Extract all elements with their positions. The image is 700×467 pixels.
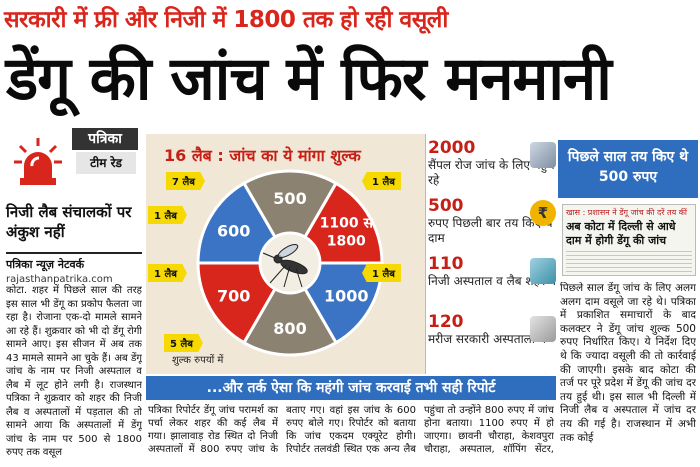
old-news-clipping: खास : प्रशासन ने डेंगू जांच की दरें तय क… <box>562 204 696 276</box>
siren-icon <box>14 138 62 185</box>
wheel-fee-label: 700 <box>217 287 250 306</box>
brand-label: पत्रिका <box>72 128 138 150</box>
fact-item: 110 निजी अस्पताल व लैब शहर में <box>428 254 556 312</box>
fact-item: 120 मरीज सरकारी अस्पतालों में <box>428 312 556 370</box>
kicker-headline: सरकारी में फ्री और निजी में 1800 तक हो र… <box>4 7 448 33</box>
count-label-800: 5 लैब <box>164 334 203 352</box>
wheel-fee-label: 1000 <box>324 287 369 306</box>
count-label-1100: 1 लैब <box>362 172 401 190</box>
fee-graphic: 16 लैब : जांच का ये मांगा शुल्क 500 1100 … <box>146 134 426 374</box>
wheel-fee-label: 1800 <box>327 234 366 250</box>
fact-number: 110 <box>428 254 464 274</box>
rupee-icon: ₹ <box>530 200 556 226</box>
fact-item: 2000 सैंपल रोज जांच के लिए पहुंच रहे <box>428 138 556 196</box>
clip-kicker: खास : प्रशासन ने डेंगू जांच की दरें तय क… <box>566 208 687 217</box>
wheel-fee-label: 800 <box>273 319 306 338</box>
wheel-sector <box>302 181 384 265</box>
wheel-sector <box>196 181 278 265</box>
bottom-body-text: पत्रिका रिपोर्टर डेंगू जांच परामर्श का प… <box>148 405 554 455</box>
patient-icon <box>530 316 556 342</box>
hospital-icon <box>530 258 556 284</box>
count-label-600: 1 लैब <box>148 206 187 224</box>
byline: पत्रिका न्यूज़ नेटवर्क rajasthanpatrika.… <box>6 252 142 285</box>
byline-site: rajasthanpatrika.com <box>6 274 113 285</box>
left-subhead: निजी लैब संचालकों पर अंकुश नहीं <box>6 203 132 241</box>
fact-number: 2000 <box>428 138 476 158</box>
right-header: पिछले साल तय किए थे 500 रुपए <box>558 140 698 198</box>
wheel-fee-label: 500 <box>273 189 306 208</box>
graphic-title: 16 लैब : जांच का ये मांगा शुल्क <box>164 146 361 165</box>
fact-number: 120 <box>428 312 464 332</box>
fee-wheel-chart: 500 1100 से 1800 1000 800 700 600 <box>196 169 384 357</box>
clip-headline: अब कोटा में दिल्ली से आधे दाम में होगी ड… <box>566 220 676 247</box>
main-headline: डेंगू की जांच में फिर मनमानी <box>6 44 612 114</box>
facts-list: 2000 सैंपल रोज जांच के लिए पहुंच रहे 500… <box>428 138 556 370</box>
count-label-500: 7 लैब <box>166 172 205 190</box>
left-body-text: कोटा. शहर में पिछले साल की तरह इस साल भी… <box>6 285 142 458</box>
wheel-sector <box>302 261 384 345</box>
fact-text: निजी अस्पताल व लैब शहर में <box>428 274 556 288</box>
test-tube-icon <box>530 142 556 168</box>
fact-item: 500 रुपए पिछली बार तय किए थे दाम ₹ <box>428 196 556 254</box>
wheel-fee-label: 1100 से <box>320 215 374 232</box>
count-label-1000: 1 लैब <box>362 264 401 282</box>
argument-banner: ...और तर्क ऐसा कि महंगी जांच करवाई तभी स… <box>146 376 556 400</box>
right-body-text: पिछले साल डेंगू जांच के लिए अलग अलग दाम … <box>560 282 696 444</box>
team-red-logo: पत्रिका टीम रेड <box>2 128 142 196</box>
fact-number: 500 <box>428 196 464 216</box>
wheel-sector <box>196 261 278 345</box>
clip-text-lines <box>566 251 692 273</box>
byline-network: पत्रिका न्यूज़ नेटवर्क <box>6 258 85 271</box>
count-label-700: 1 लैब <box>148 264 187 282</box>
team-label: टीम रेड <box>76 152 136 174</box>
fact-text: मरीज सरकारी अस्पतालों में <box>428 332 546 346</box>
fact-text: सैंपल रोज जांच के लिए पहुंच रहे <box>428 158 555 187</box>
wheel-fee-label: 600 <box>217 222 250 241</box>
mosquito-icon <box>262 244 308 288</box>
unit-note: शुल्क रुपयों में <box>172 355 224 366</box>
fact-text: रुपए पिछली बार तय किए थे दाम <box>428 216 553 245</box>
